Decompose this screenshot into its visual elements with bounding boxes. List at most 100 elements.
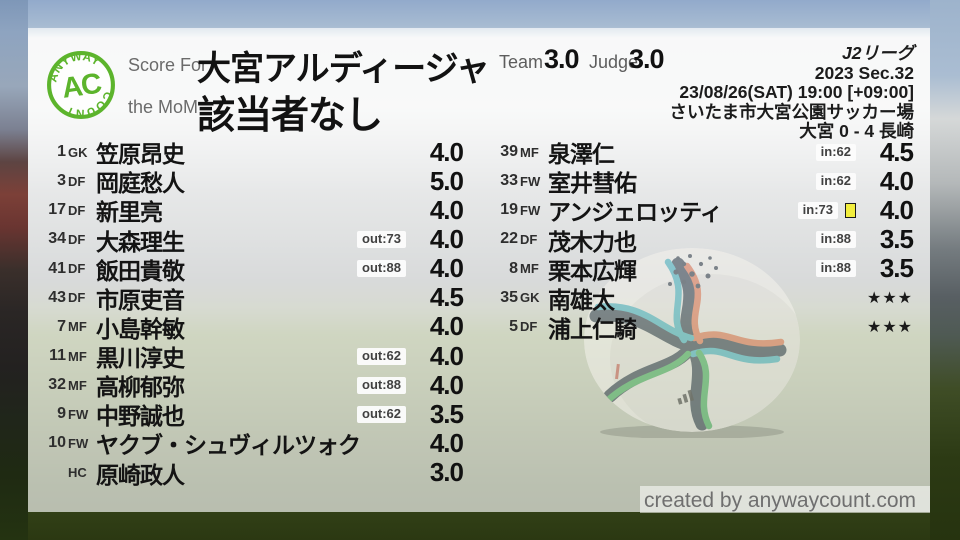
player-number: 10 [48, 434, 66, 452]
player-row: 34 DF 大森理生 out:73 4.0 [40, 224, 464, 255]
rating-group: out:88 4.0 [357, 369, 464, 401]
judge-score-value: 3.0 [629, 44, 665, 74]
substitution-badge: out:88 [357, 260, 406, 278]
player-position: MF [68, 348, 87, 364]
player-rating: 4.0 [429, 253, 464, 284]
player-name: 泉澤仁 [548, 141, 615, 168]
player-row: 35 GK 南雄太 ★★★ [492, 283, 913, 313]
player-number: 35 [500, 288, 518, 306]
yellow-card-icon [845, 202, 856, 218]
player-row: 17 DF 新里亮 4.0 [40, 195, 464, 226]
player-name: 新里亮 [96, 199, 163, 226]
player-rating: ★★★ [866, 289, 913, 307]
player-position: DF [520, 319, 538, 335]
rating-group: 4.5 [413, 282, 464, 313]
player-row: 8 MF 栗本広輝 in:88 3.5 [492, 253, 914, 284]
player-row: 3 DF 岡庭愁人 5.0 [40, 165, 464, 197]
player-rating: 4.0 [429, 340, 464, 371]
rating-group: ★★★ [863, 317, 913, 337]
player-rating: 4.0 [429, 427, 464, 458]
player-number: 1 [57, 143, 66, 161]
rating-group: out:62 3.5 [357, 398, 464, 430]
photo-left-edge [0, 0, 28, 540]
substitution-badge: out:88 [357, 376, 406, 394]
player-rating: 5.0 [429, 165, 464, 196]
player-position: MF [68, 377, 87, 393]
player-number: 3 [57, 172, 66, 190]
brazuca-mark [615, 363, 620, 380]
player-row: 7 MF 小島幹敏 4.0 [40, 311, 464, 342]
player-name: ヤクブ・シュヴィルツォク [96, 432, 361, 459]
player-number: 22 [500, 230, 518, 248]
rating-group: out:62 4.0 [357, 340, 464, 372]
credit-text: created by anywaycount.com [644, 489, 916, 512]
rating-group: in:62 4.0 [815, 166, 914, 197]
player-row: 39 MF 泉澤仁 in:62 4.5 [492, 137, 914, 168]
credit-bar [640, 486, 930, 513]
player-name: 中野誠也 [96, 403, 185, 430]
player-name: 小島幹敏 [96, 315, 185, 342]
content-overlay-card [28, 28, 930, 512]
player-row: 41 DF 飯田貴敬 out:88 4.0 [40, 253, 464, 284]
player-number: 9 [57, 405, 66, 423]
player-rating: 3.5 [879, 253, 914, 284]
player-position: FW [68, 435, 89, 451]
rating-group: 5.0 [413, 165, 464, 197]
player-name: 茂木力也 [548, 228, 637, 255]
player-position: MF [520, 144, 539, 160]
rating-group: out:88 4.0 [357, 253, 464, 284]
substitution-badge: out:62 [357, 405, 406, 423]
photo-right-edge [930, 0, 960, 540]
team-score-value: 3.0 [544, 44, 580, 74]
substitution-badge: in:62 [815, 172, 856, 190]
player-row: 19 FW アンジェロッティ in:73 4.0 [492, 194, 914, 226]
player-rating: 4.0 [879, 194, 914, 225]
player-row: HC 原崎政人 3.0 [40, 457, 464, 488]
match-result: 大宮 0 - 4 長崎 [799, 121, 914, 141]
anywaycount-logo-icon: ANYWAY COUNT AC [46, 50, 116, 120]
player-number: 33 [500, 172, 518, 190]
player-position: DF [520, 231, 538, 247]
player-name: 飯田貴敬 [96, 257, 185, 284]
player-number: 39 [500, 143, 518, 161]
player-name: 室井彗佑 [548, 170, 637, 197]
player-row: 10 FW ヤクブ・シュヴィルツォク 4.0 [40, 427, 464, 459]
player-rating: 3.0 [429, 457, 464, 488]
player-row: 9 FW 中野誠也 out:62 3.5 [40, 398, 464, 430]
season-section: 2023 Sec.32 [814, 62, 914, 83]
player-position: FW [520, 202, 541, 218]
player-row: 5 DF 浦上仁騎 ★★★ [492, 312, 913, 342]
player-number: 5 [509, 317, 518, 335]
substitution-badge: in:62 [815, 143, 856, 161]
player-rating: 4.0 [429, 369, 464, 400]
match-venue: さいたま市大宮公園サッカー場 [669, 101, 914, 122]
player-position: MF [520, 261, 539, 277]
player-name: 黒川淳史 [96, 345, 185, 372]
player-name: 浦上仁騎 [548, 315, 637, 342]
player-name: アンジェロッティ [548, 199, 723, 226]
player-position: MF [68, 319, 87, 335]
rating-group: in:62 4.5 [815, 137, 914, 168]
substitution-badge: in:88 [815, 231, 856, 248]
substitution-badge: in:88 [815, 260, 856, 278]
player-name: 市原吏音 [96, 286, 185, 313]
mom-label: the MoM [128, 97, 199, 117]
rating-group: out:73 4.0 [357, 224, 464, 255]
logo-center-text: AC [60, 68, 104, 105]
player-name: 栗本広輝 [548, 257, 637, 284]
score-for-label: Score For [128, 55, 208, 75]
sub-players-column: 39 MF 泉澤仁 in:62 4.5 33 FW 室井彗佑 in:62 4.0 19 FW アンジェロ… [492, 137, 914, 342]
player-number: 34 [48, 230, 66, 248]
player-rating: 3.5 [879, 224, 914, 254]
rating-group: ★★★ [863, 288, 913, 308]
player-number: 19 [500, 201, 518, 219]
rating-group: 4.0 [413, 427, 464, 459]
player-rating: 3.5 [429, 398, 464, 429]
player-number: 41 [48, 259, 66, 277]
rating-group: 3.0 [413, 457, 464, 488]
player-position: DF [68, 261, 86, 277]
home-players-column: 1 GK 笠原昂史 4.0 3 DF 岡庭愁人 5.0 17 DF 新里亮 4.0 34 DF 大森理生 ou… [40, 137, 464, 488]
player-rating: 4.0 [429, 311, 464, 342]
player-name: 岡庭愁人 [96, 170, 185, 197]
